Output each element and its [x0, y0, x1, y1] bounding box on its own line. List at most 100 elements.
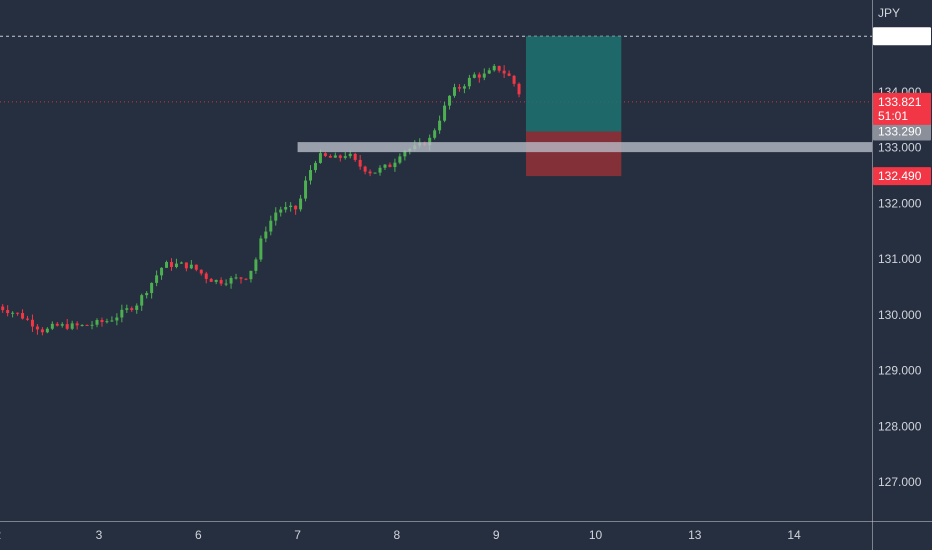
candle-body	[209, 278, 213, 282]
candle-body	[363, 166, 367, 172]
candle-body	[95, 320, 99, 325]
candle-body	[353, 153, 357, 160]
candle-body	[457, 87, 461, 89]
candle-body	[452, 87, 456, 96]
candle-body	[214, 280, 218, 282]
candle-body	[234, 277, 238, 279]
candle-body	[378, 167, 382, 173]
candle-body	[219, 280, 223, 284]
candle-body	[338, 155, 342, 158]
candle-body	[110, 320, 114, 322]
candle-body	[6, 310, 10, 314]
x-tick-label: 3	[96, 528, 103, 542]
candle-body	[343, 156, 347, 158]
candle-body	[239, 277, 243, 279]
candle-body	[482, 73, 486, 78]
price-tag-label: 132.490	[878, 169, 922, 183]
candle-body	[26, 318, 30, 320]
x-tick-label: 10	[589, 528, 603, 542]
candle-body	[199, 269, 203, 274]
candle-body	[30, 319, 34, 327]
candle-body	[35, 326, 39, 330]
candle-body	[323, 153, 327, 156]
candle-body	[11, 312, 15, 314]
candle-body	[289, 205, 293, 208]
candle-body	[135, 305, 139, 310]
candle-body	[16, 312, 20, 314]
candle-body	[249, 270, 253, 280]
candle-body	[174, 263, 178, 267]
candle-body	[373, 172, 377, 174]
price-tag-red[interactable]	[873, 167, 931, 186]
candle-body	[90, 324, 94, 326]
candle-body	[21, 313, 25, 319]
candle-body	[269, 220, 273, 232]
y-tick-label: 133.000	[878, 141, 922, 155]
candle-body	[517, 83, 521, 95]
candle-body	[70, 323, 74, 329]
candle-body	[403, 150, 407, 157]
price-axis-panel[interactable]	[872, 0, 932, 550]
candle-body	[115, 317, 119, 321]
candle-body	[105, 321, 109, 323]
price-tag-white[interactable]	[873, 27, 931, 46]
candle-body	[150, 282, 154, 294]
candle-body	[254, 259, 258, 271]
position-profit-zone[interactable]	[525, 36, 622, 132]
candle-body	[433, 130, 437, 138]
candle-body	[462, 86, 466, 89]
candle-body	[313, 162, 317, 171]
candle-body	[155, 275, 159, 283]
candle-body	[179, 262, 183, 264]
candle-body	[100, 320, 104, 322]
candle-body	[448, 95, 452, 106]
y-tick-label: 127.000	[878, 475, 922, 489]
x-tick-label: 7	[294, 528, 301, 542]
candle-body	[497, 65, 501, 71]
x-tick-label: 2	[0, 528, 1, 542]
candle-body	[80, 324, 84, 326]
price-tag-label: 135.000	[878, 29, 922, 43]
candle-body	[274, 212, 278, 221]
candle-body	[50, 323, 54, 329]
currency-label: JPY	[878, 6, 900, 20]
candle-body	[60, 324, 64, 326]
candle-body	[398, 156, 402, 163]
candle-body	[259, 238, 263, 260]
x-tick-label: 14	[787, 528, 801, 542]
last-price-tag[interactable]	[873, 92, 931, 125]
y-tick-label: 132.000	[878, 196, 922, 210]
candle-body	[244, 278, 248, 280]
candle-body	[358, 159, 362, 167]
support-zone[interactable]	[297, 142, 873, 153]
candle-body	[284, 207, 288, 210]
y-tick-label: 129.000	[878, 364, 922, 378]
candle-body	[85, 324, 89, 326]
candle-body	[229, 277, 233, 284]
candle-body	[368, 171, 372, 174]
position-stop-zone[interactable]	[525, 131, 622, 177]
candle-body	[140, 295, 144, 306]
candle-body	[309, 170, 313, 181]
candle-body	[55, 323, 59, 326]
price-tag-label: 133.290	[878, 125, 922, 139]
candle-body	[189, 264, 193, 269]
candle-body	[507, 73, 511, 76]
candle-body	[472, 74, 476, 78]
candle-body	[145, 293, 149, 296]
candle-body	[204, 273, 208, 279]
candle-body	[443, 105, 447, 121]
candle-body	[1, 306, 5, 311]
candle-body	[438, 120, 442, 131]
candle-body	[348, 153, 352, 157]
candle-body	[125, 308, 129, 310]
countdown-label: 51:01	[878, 109, 908, 123]
candle-body	[184, 262, 188, 269]
candle-body	[383, 164, 387, 168]
candle-body	[304, 180, 308, 199]
x-tick-label: 6	[195, 528, 202, 542]
price-tag-gray[interactable]	[873, 122, 931, 141]
